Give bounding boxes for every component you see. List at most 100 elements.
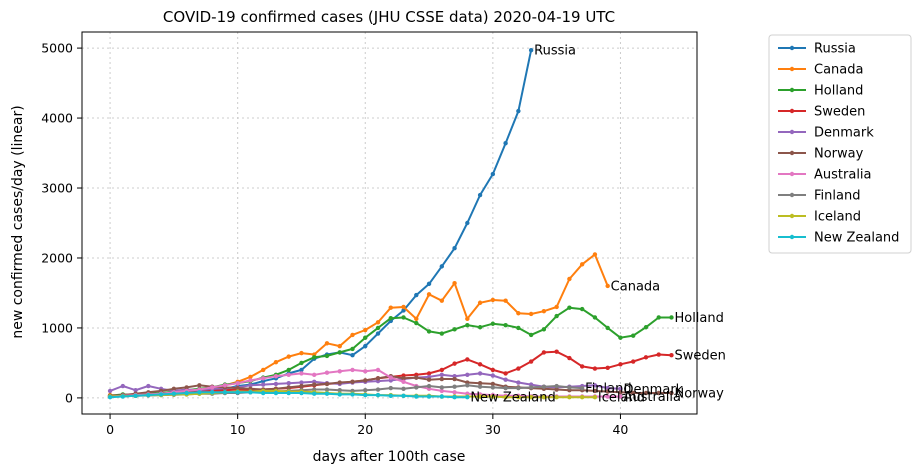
data-point-denmark (592, 383, 598, 388)
data-point-sweden (631, 359, 636, 364)
data-point-canada (337, 343, 342, 349)
data-point-sweden (503, 371, 508, 376)
data-point-russia (503, 141, 508, 146)
axes-frame (81, 31, 698, 415)
data-point-iceland (579, 395, 585, 400)
data-point-iceland (490, 394, 496, 399)
data-point-iceland (477, 394, 483, 399)
chart-title: COVID-19 confirmed cases (JHU CSSE data)… (163, 8, 615, 26)
data-point-new-zealand (273, 390, 279, 396)
legend-label: Australia (814, 168, 872, 183)
data-point-sweden (439, 367, 445, 373)
data-point-new-zealand (171, 391, 177, 396)
data-point-norway (197, 383, 202, 388)
data-point-finland (439, 385, 445, 390)
legend-label: Finland (814, 189, 860, 204)
data-point-norway (643, 390, 649, 396)
data-point-new-zealand (439, 394, 445, 399)
data-point-norway (452, 376, 457, 382)
end-label-denmark: Denmark (623, 382, 683, 397)
data-point-iceland (503, 395, 508, 400)
data-point-denmark (299, 380, 304, 385)
data-point-iceland (541, 395, 547, 400)
data-point-denmark (260, 382, 266, 387)
end-labels: Russia Canada Holland Sweden DenmarkNorwayAu… (470, 44, 726, 406)
data-point-holland (414, 320, 419, 326)
data-point-norway (324, 381, 330, 387)
data-point-norway (171, 386, 177, 392)
legend: Russia Canada Holland Sweden Denmark Norway Au… (768, 34, 912, 254)
data-point-finland (324, 387, 330, 392)
legend-item-iceland: Iceland (778, 210, 861, 225)
legend-marker (789, 171, 795, 177)
data-point-new-zealand (337, 392, 342, 397)
data-point-holland (618, 335, 623, 340)
data-point-holland (299, 360, 304, 366)
data-point-denmark (490, 373, 496, 378)
data-point-canada (414, 316, 419, 322)
data-point-canada (439, 298, 445, 303)
data-point-norway (669, 390, 674, 396)
data-point-holland (592, 315, 598, 320)
data-point-sweden (643, 355, 649, 360)
y-tick-label: 3000 (41, 181, 73, 196)
data-point-russia (414, 292, 419, 298)
x-tick-label: 40 (612, 422, 628, 437)
data-point-australia (248, 378, 253, 383)
data-point-new-zealand (133, 393, 138, 399)
legend-label: Norway (814, 147, 864, 162)
end-label-finland: Finland (585, 382, 631, 397)
data-point-norway (312, 382, 317, 387)
legend-marker (789, 66, 795, 72)
legend-marker (789, 45, 795, 51)
data-point-finland (567, 385, 572, 390)
data-point-new-zealand (120, 394, 126, 399)
data-point-new-zealand (209, 390, 215, 395)
data-point-new-zealand (312, 391, 317, 396)
data-point-new-zealand (426, 394, 432, 399)
data-point-australia (375, 367, 381, 373)
y-axis-label: new confirmed cases/day (linear) (10, 105, 26, 338)
data-point-holland (669, 315, 674, 320)
y-tick-label: 0 (65, 390, 73, 405)
data-point-holland (426, 329, 432, 334)
data-point-iceland (592, 395, 598, 400)
data-point-norway (426, 377, 432, 382)
data-point-russia (465, 220, 470, 226)
data-point-canada (248, 374, 253, 380)
data-point-holland (579, 306, 585, 312)
data-point-new-zealand (184, 390, 189, 396)
grid (82, 32, 697, 414)
data-point-canada (324, 341, 330, 346)
end-label-iceland: Iceland (598, 391, 645, 406)
data-point-denmark (120, 383, 126, 389)
data-point-denmark (273, 381, 279, 387)
legend-marker (789, 192, 795, 198)
data-point-finland (337, 388, 342, 393)
legend-marker (789, 234, 795, 240)
data-point-holland (477, 325, 483, 330)
data-point-australia (439, 388, 445, 394)
y-tick-label: 1000 (41, 320, 73, 335)
data-point-canada (401, 304, 406, 310)
data-point-sweden (554, 349, 559, 354)
data-point-denmark (107, 388, 113, 394)
data-point-denmark (146, 383, 151, 389)
data-point-russia (350, 353, 355, 358)
end-label-russia: Russia (534, 44, 576, 59)
data-point-russia (490, 171, 496, 177)
data-point-holland (452, 327, 457, 332)
data-point-finland (452, 384, 457, 389)
data-point-new-zealand (299, 390, 304, 396)
data-point-canada (273, 360, 279, 365)
legend-label: Sweden (814, 105, 865, 120)
data-point-norway (299, 383, 304, 389)
data-point-holland (324, 353, 330, 359)
data-point-sweden (541, 350, 547, 355)
data-point-holland (554, 313, 559, 319)
data-point-sweden (579, 364, 585, 369)
data-point-canada (516, 311, 521, 316)
data-point-norway (363, 378, 368, 383)
legend-item-holland: Holland (778, 84, 863, 99)
